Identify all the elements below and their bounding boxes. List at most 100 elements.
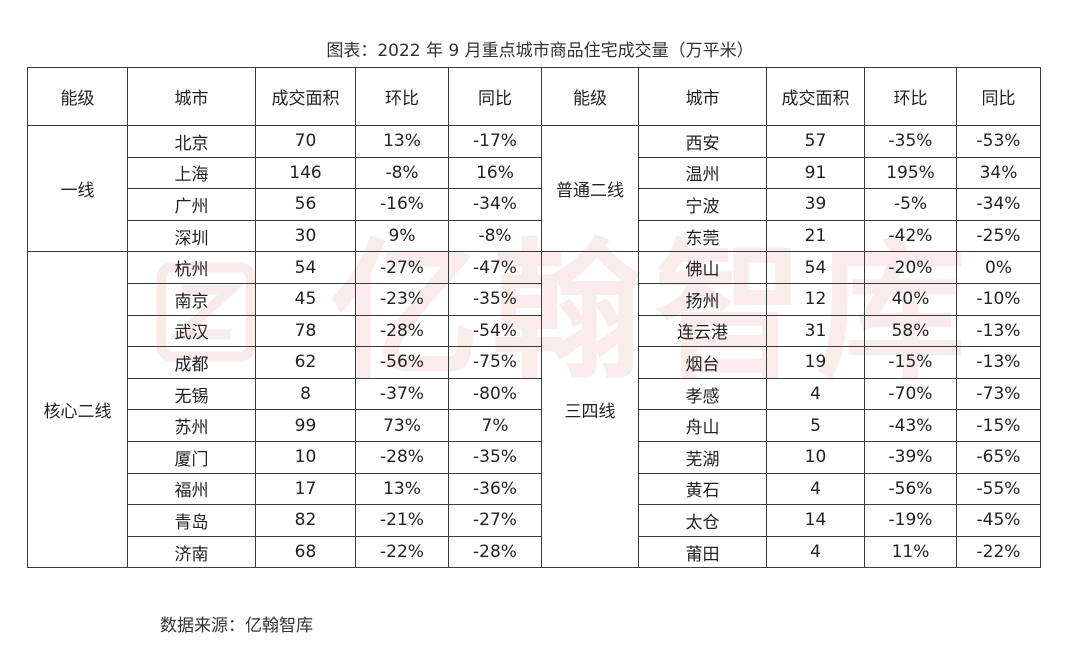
mom-cell: -21% xyxy=(355,504,449,537)
mom-cell: -70% xyxy=(864,377,957,411)
yoy-cell: 0% xyxy=(956,251,1041,284)
yoy-cell: -34% xyxy=(448,188,542,221)
tier-cell: 一线 xyxy=(27,124,128,253)
mom-cell: -20% xyxy=(864,251,957,284)
yoy-cell: -75% xyxy=(448,346,542,379)
header-cell: 环比 xyxy=(355,67,449,126)
mom-cell: -37% xyxy=(355,377,449,411)
yoy-cell: -15% xyxy=(956,409,1041,442)
header-cell: 环比 xyxy=(864,67,957,126)
yoy-cell: -80% xyxy=(448,377,542,411)
mom-cell: -35% xyxy=(864,125,957,158)
mom-cell: -23% xyxy=(355,282,449,316)
table-row: 核心二线 杭州 54 -27% -47% 三四线 佛山 54 -20% 0% xyxy=(27,251,1041,569)
city-cell: 连云港 xyxy=(638,314,767,348)
table-row: 福州 17 13% -36% 黄石 4 -56% -55% xyxy=(28,472,1041,506)
city-cell: 济南 xyxy=(127,535,256,569)
area-cell: 4 xyxy=(766,472,865,506)
chart-title: 图表：2022 年 9 月重点城市商品住宅成交量（万平米） xyxy=(326,41,754,61)
tier-cell: 三四线 xyxy=(541,251,639,569)
mom-cell: -43% xyxy=(864,409,957,442)
area-cell: 54 xyxy=(766,251,865,284)
city-cell: 舟山 xyxy=(638,409,767,442)
area-cell: 10 xyxy=(255,440,356,474)
table-row: 苏州 99 73% 7% 舟山 5 -43% -15% xyxy=(28,409,1041,442)
yoy-cell: -36% xyxy=(448,472,542,506)
yoy-cell: -25% xyxy=(956,219,1041,253)
city-cell: 东莞 xyxy=(638,219,767,253)
city-cell: 扬州 xyxy=(638,282,767,316)
header-cell: 城市 xyxy=(638,67,767,126)
area-cell: 57 xyxy=(766,125,865,158)
area-cell: 4 xyxy=(766,377,865,411)
yoy-cell: -55% xyxy=(956,472,1041,506)
city-cell: 佛山 xyxy=(638,251,767,284)
header-row: 能级 城市 成交面积 环比 同比 能级 城市 成交面积 环比 同比 xyxy=(27,67,1041,126)
mom-cell: -56% xyxy=(355,346,449,379)
mom-cell: -15% xyxy=(864,346,957,379)
mom-cell: 13% xyxy=(355,472,449,506)
tier-cell: 普通二线 xyxy=(541,124,639,253)
header-cell: 成交面积 xyxy=(255,67,356,126)
area-cell: 146 xyxy=(255,156,356,190)
yoy-cell: -8% xyxy=(448,219,542,253)
mom-cell: -27% xyxy=(355,251,449,284)
yoy-cell: -35% xyxy=(448,440,542,474)
yoy-cell: -53% xyxy=(956,125,1041,158)
area-cell: 68 xyxy=(255,535,356,569)
yoy-cell: -47% xyxy=(448,251,542,284)
housing-volume-table: 能级 城市 成交面积 环比 同比 能级 城市 成交面积 环比 同比 一线 北京 … xyxy=(27,67,1041,569)
yoy-cell: 34% xyxy=(956,156,1041,190)
area-cell: 21 xyxy=(766,219,865,253)
yoy-cell: -22% xyxy=(956,535,1041,569)
city-cell: 南京 xyxy=(127,282,256,316)
mom-cell: 58% xyxy=(864,314,957,348)
area-cell: 4 xyxy=(766,535,865,569)
city-cell: 西安 xyxy=(638,125,767,158)
city-cell: 上海 xyxy=(127,156,256,190)
mom-cell: 9% xyxy=(355,219,449,253)
header-cell: 城市 xyxy=(127,67,256,126)
area-cell: 12 xyxy=(766,282,865,316)
mom-cell: -39% xyxy=(864,440,957,474)
city-cell: 武汉 xyxy=(127,314,256,348)
yoy-cell: 16% xyxy=(448,156,542,190)
yoy-cell: -27% xyxy=(448,504,542,537)
city-cell: 深圳 xyxy=(127,219,256,253)
area-cell: 19 xyxy=(766,346,865,379)
table-row: 上海 146 -8% 16% 温州 91 195% 34% xyxy=(28,156,1041,190)
area-cell: 78 xyxy=(255,314,356,348)
city-cell: 成都 xyxy=(127,346,256,379)
area-cell: 91 xyxy=(766,156,865,190)
header-cell: 同比 xyxy=(956,67,1041,126)
area-cell: 17 xyxy=(255,472,356,506)
mom-cell: -16% xyxy=(355,188,449,221)
yoy-cell: -17% xyxy=(448,125,542,158)
area-cell: 54 xyxy=(255,251,356,284)
mom-cell: -42% xyxy=(864,219,957,253)
area-cell: 31 xyxy=(766,314,865,348)
mom-cell: -28% xyxy=(355,440,449,474)
header-cell: 能级 xyxy=(541,67,639,126)
mom-cell: 195% xyxy=(864,156,957,190)
table-row: 青岛 82 -21% -27% 太仓 14 -19% -45% xyxy=(28,504,1041,537)
table-row: 济南 68 -22% -28% 莆田 4 11% -22% xyxy=(28,535,1041,569)
yoy-cell: -73% xyxy=(956,377,1041,411)
city-cell: 芜湖 xyxy=(638,440,767,474)
city-cell: 青岛 xyxy=(127,504,256,537)
city-cell: 福州 xyxy=(127,472,256,506)
area-cell: 8 xyxy=(255,377,356,411)
yoy-cell: -10% xyxy=(956,282,1041,316)
mom-cell: -5% xyxy=(864,188,957,221)
area-cell: 10 xyxy=(766,440,865,474)
city-cell: 孝感 xyxy=(638,377,767,411)
yoy-cell: -34% xyxy=(956,188,1041,221)
yoy-cell: -13% xyxy=(956,314,1041,348)
city-cell: 北京 xyxy=(127,125,256,158)
mom-cell: 73% xyxy=(355,409,449,442)
yoy-cell: -35% xyxy=(448,282,542,316)
city-cell: 广州 xyxy=(127,188,256,221)
table-row: 深圳 30 9% -8% 东莞 21 -42% -25% xyxy=(28,219,1041,253)
city-cell: 太仓 xyxy=(638,504,767,537)
area-cell: 30 xyxy=(255,219,356,253)
